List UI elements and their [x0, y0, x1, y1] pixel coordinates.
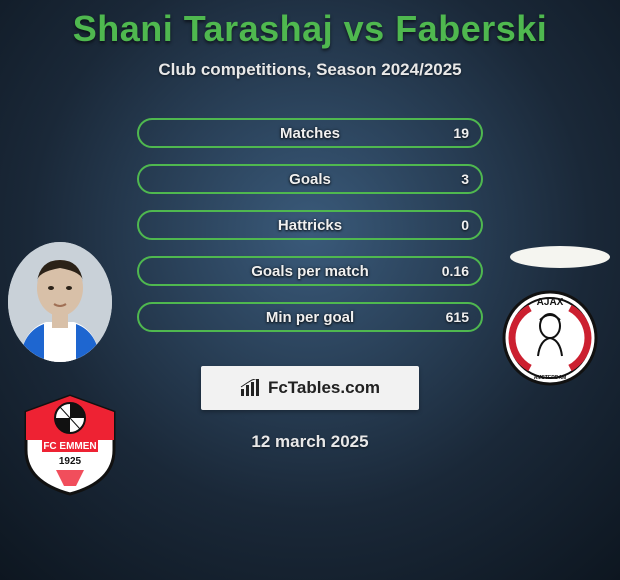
svg-text:AJAX: AJAX: [537, 297, 564, 308]
club-2-crest: AJAX AMSTERDAM: [500, 288, 600, 388]
stat-rows: Matches 19 Goals 3 Hattricks 0 Goals per match…: [137, 118, 483, 332]
stat-row: Matches 19: [137, 118, 483, 148]
stat-value-player-2: 0.16: [442, 263, 469, 279]
brand-label: FcTables.com: [268, 378, 380, 398]
svg-text:1925: 1925: [59, 456, 82, 467]
stat-row: Goals per match 0.16: [137, 256, 483, 286]
stat-label: Matches: [280, 125, 340, 142]
stat-row: Hattricks 0: [137, 210, 483, 240]
player-2-photo-placeholder: [510, 246, 610, 268]
stat-label: Goals: [289, 171, 331, 188]
stats-area: FC EMMEN 1925 AJAX AMSTERDAM Matches19Go…: [0, 118, 620, 332]
player-silhouette-icon: [8, 242, 112, 362]
svg-text:AMSTERDAM: AMSTERDAM: [534, 375, 567, 381]
stat-row: Min per goal 615: [137, 302, 483, 332]
ajax-crest-icon: AJAX AMSTERDAM: [500, 288, 600, 388]
bar-chart-icon: [240, 379, 262, 397]
fc-emmen-crest-icon: FC EMMEN 1925: [16, 390, 124, 498]
stat-value-player-2: 0: [461, 217, 469, 233]
stat-value-player-2: 615: [446, 309, 469, 325]
infographic-container: Shani Tarashaj vs Faberski Club competit…: [0, 0, 620, 580]
stat-label: Hattricks: [278, 217, 342, 234]
player-1-photo: [8, 242, 112, 362]
brand-box[interactable]: FcTables.com: [201, 366, 419, 410]
season-subtitle: Club competitions, Season 2024/2025: [0, 60, 620, 80]
stat-label: Min per goal: [266, 309, 354, 326]
svg-text:FC EMMEN: FC EMMEN: [43, 441, 96, 452]
club-1-crest: FC EMMEN 1925: [16, 390, 124, 498]
stat-row: Goals 3: [137, 164, 483, 194]
stat-value-player-2: 3: [461, 171, 469, 187]
stat-value-player-2: 19: [453, 125, 469, 141]
comparison-title: Shani Tarashaj vs Faberski: [0, 8, 620, 50]
stat-label: Goals per match: [251, 263, 369, 280]
